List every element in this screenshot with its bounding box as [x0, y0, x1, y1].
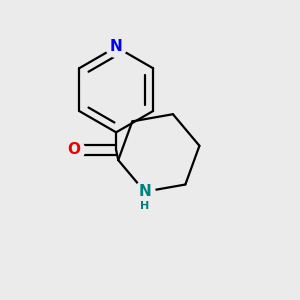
Text: H: H: [140, 201, 149, 211]
Text: N: N: [110, 39, 122, 54]
Circle shape: [62, 139, 85, 161]
Circle shape: [106, 37, 126, 57]
Text: O: O: [67, 142, 80, 158]
Text: N: N: [138, 184, 151, 199]
Circle shape: [134, 182, 155, 202]
